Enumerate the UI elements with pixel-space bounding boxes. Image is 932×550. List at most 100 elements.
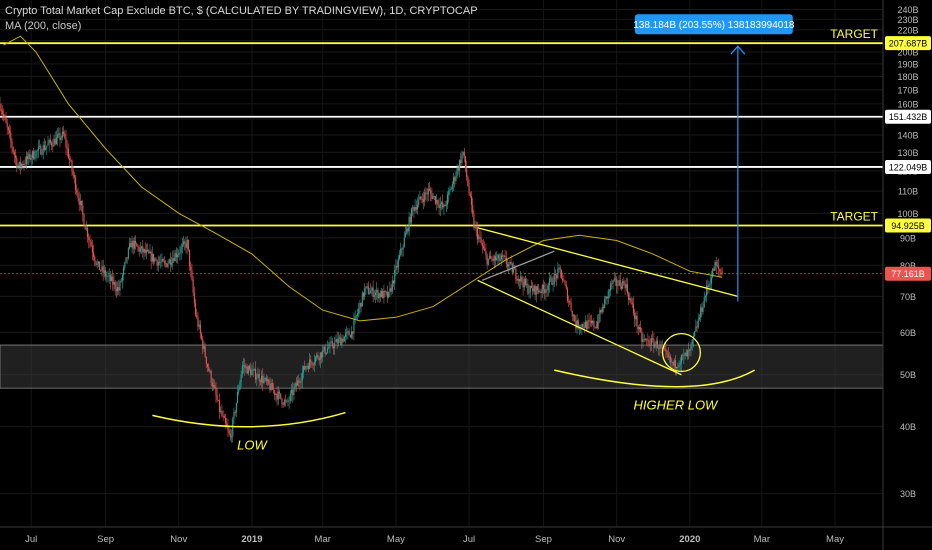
candle-body <box>571 310 573 317</box>
candle-body <box>564 281 566 285</box>
candle-body <box>171 263 173 265</box>
grid <box>0 0 883 527</box>
drawings: LOW HIGHER LOW 138.184B (203.55%) 13818399… <box>152 14 795 453</box>
candle-body <box>61 131 63 138</box>
candle-body <box>600 310 602 313</box>
candle-body <box>270 383 272 391</box>
candle-body <box>685 352 687 357</box>
candle-body <box>620 286 623 289</box>
candle-body <box>613 278 615 281</box>
candle-body <box>245 366 247 368</box>
candle-body <box>197 316 199 327</box>
candle-body <box>368 293 371 295</box>
candle-body <box>708 283 710 287</box>
candle-body <box>589 320 591 322</box>
candle-body <box>271 383 273 390</box>
candles <box>0 96 723 443</box>
candle-body <box>286 400 288 402</box>
candle-body <box>359 302 361 309</box>
candle-body <box>546 289 548 291</box>
candle-body <box>594 326 596 328</box>
candle-body <box>183 241 185 245</box>
candle-body <box>65 137 67 148</box>
candle-body <box>671 361 673 363</box>
candle-body <box>643 339 645 341</box>
candle-body <box>490 255 492 259</box>
candle-body <box>30 157 32 160</box>
candle-body <box>451 184 453 190</box>
candle-body <box>35 150 37 158</box>
arc-label: LOW <box>237 438 268 453</box>
y-tick-label: 140B <box>897 131 918 141</box>
candle-body <box>202 338 204 349</box>
candle-body <box>516 278 518 281</box>
y-tick-label: 110B <box>898 187 918 197</box>
candle-body <box>15 155 17 159</box>
candle-body <box>668 356 670 358</box>
candle-body <box>480 237 482 244</box>
candle-body <box>437 199 439 206</box>
candle-body <box>392 280 395 284</box>
candle-body <box>701 307 703 312</box>
candle-body <box>332 346 335 349</box>
candle-body <box>63 131 65 134</box>
candle-body <box>346 331 348 334</box>
candle-body <box>54 138 56 145</box>
candle-body <box>541 284 543 294</box>
arc <box>554 369 755 388</box>
candle-body <box>658 347 660 349</box>
candle-body <box>652 338 654 340</box>
candle-body <box>352 331 354 334</box>
candle-body <box>689 349 691 352</box>
candle-body <box>269 384 271 391</box>
candle-body <box>317 354 319 359</box>
candle-body <box>95 261 97 265</box>
candle-body <box>707 285 709 287</box>
candle-body <box>485 250 487 255</box>
y-tick-label: 180B <box>897 72 918 82</box>
candle-body <box>648 340 650 345</box>
candle-body <box>148 250 150 254</box>
candle-body <box>625 284 627 289</box>
candle-body <box>534 285 536 295</box>
y-tick-label: 160B <box>897 99 918 109</box>
candle-body <box>526 283 528 285</box>
candle-body <box>311 362 313 365</box>
candle-body <box>551 277 553 285</box>
candle-body <box>312 364 314 366</box>
candle-body <box>275 393 277 396</box>
candle-body <box>82 205 84 215</box>
candle-body <box>144 249 146 254</box>
candle-body <box>5 117 7 123</box>
candle-body <box>324 346 326 354</box>
candle-body <box>11 140 13 148</box>
candle-body <box>400 248 402 255</box>
candle-body <box>378 293 380 299</box>
candle-body <box>454 177 456 181</box>
price-label-box <box>885 159 931 174</box>
candle-body <box>588 320 590 322</box>
candle-body <box>606 296 608 299</box>
candle-body <box>464 156 467 169</box>
candle-body <box>611 283 613 285</box>
candle-body <box>440 202 443 205</box>
candle-body <box>196 314 198 317</box>
candle-body <box>697 319 699 328</box>
candle-body <box>162 258 164 262</box>
candle-body <box>364 288 366 297</box>
candle-body <box>544 289 546 293</box>
candle-body <box>424 192 426 202</box>
arc <box>152 411 346 428</box>
candle-body <box>462 151 464 155</box>
candle-body <box>422 199 425 202</box>
candle-body <box>673 359 675 366</box>
candle-body <box>167 263 169 267</box>
candle-body <box>709 283 711 285</box>
candle-body <box>624 283 626 289</box>
candle-body <box>89 240 91 243</box>
candle-body <box>340 337 342 345</box>
candle-body <box>43 145 45 150</box>
candle-body <box>470 195 473 206</box>
candle-body <box>234 412 236 413</box>
